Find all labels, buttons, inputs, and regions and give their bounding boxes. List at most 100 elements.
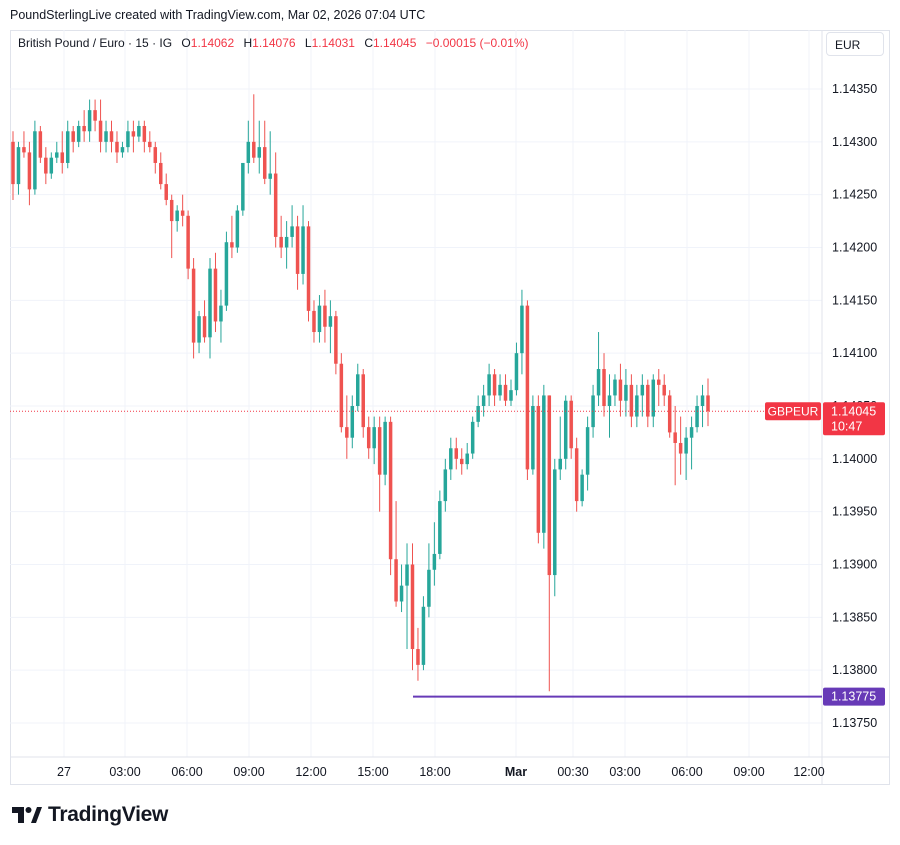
candle-body [635,395,639,417]
low-key: L [304,36,312,50]
candle-body [569,400,573,449]
candle-body [252,141,256,158]
candle-body [159,162,163,185]
candle-body [470,421,475,454]
candle-body [607,395,612,406]
candle-body [531,406,535,470]
candle-body [503,384,508,401]
candle-body [148,141,152,148]
candle-body [334,316,338,364]
last-price-tag [823,402,885,436]
candle-body [443,469,448,502]
candle-body [640,384,645,396]
candle-body [219,305,223,322]
candle-body [405,564,409,586]
candle-body [520,305,524,354]
time-tick-label: 09:00 [733,765,764,779]
candle-body [246,141,251,163]
candle-body [27,152,32,190]
currency-button[interactable]: EUR [826,32,884,56]
candle-body [596,369,601,396]
candle-body [689,427,694,438]
candle-body [563,400,568,459]
candle-body [350,406,355,438]
candle-body [295,226,300,274]
candle-body [120,147,125,153]
candle-body [629,384,634,417]
chart-credit: PoundSterlingLive created with TradingVi… [10,8,426,22]
price-tick-label: 1.13900 [832,558,877,572]
price-tick-label: 1.14200 [832,241,877,255]
candle-body [290,226,294,237]
candle-body [487,374,491,396]
candle-body [542,395,546,533]
candle-body [449,448,453,470]
candle-body [509,390,513,401]
candle-body [394,559,398,602]
candle-body [16,147,21,185]
candle-body [356,374,360,406]
price-tick-label: 1.14100 [832,346,877,360]
candle-body [427,569,431,607]
candle-body [175,210,179,222]
candle-body [662,384,666,396]
high-key: H [243,36,253,50]
candle-body [197,316,201,343]
last-price-label: 1.14045 [831,404,876,418]
candle-body [383,421,387,475]
candle-body [684,437,688,454]
candle-body [706,395,710,412]
candle-body [323,305,327,327]
candle-body [345,427,349,438]
time-tick-label: 06:00 [671,765,702,779]
low-value: 1.14031 [311,36,355,50]
candle-body [438,501,442,554]
symbol-tag [765,402,821,421]
candle-body [137,125,141,137]
candle-body [131,131,136,137]
ohlc-legend: British Pound / Euro · 15 · IG O1.14062 … [18,36,528,50]
candle-body [191,268,196,343]
candle-body [169,199,174,222]
time-tick-label: 03:00 [109,765,140,779]
close-value: 1.14045 [373,36,417,50]
candle-body [602,369,606,406]
time-tick-label: 27 [57,765,71,779]
candle-body [241,162,245,211]
countdown-label: 10:47 [831,419,862,433]
time-tick-label: 03:00 [609,765,640,779]
open-value: 1.14062 [190,36,235,50]
candle-body [678,442,683,454]
candle-body [558,458,562,470]
price-tick-label: 1.14150 [832,293,877,307]
candle-body [49,157,54,174]
candle-body [328,316,333,327]
candle-body [399,585,404,602]
candle-body [618,379,623,401]
price-tick-label: 1.14000 [832,452,877,466]
close-key: C [364,36,373,50]
candle-body [656,379,661,385]
candle-body [279,236,283,248]
candle-body [55,152,59,158]
candle-body [459,458,464,465]
price-tick-label: 1.14300 [832,135,877,149]
chart-frame [10,30,890,785]
candle-body [44,157,48,174]
time-tick-label: Mar [505,765,527,779]
candle-body [454,448,459,459]
candle-body [421,606,426,665]
time-tick-label: 12:00 [793,765,824,779]
level-tag [823,687,885,706]
candle-body [536,406,541,533]
candle-body [153,147,158,163]
candle-body [98,120,103,142]
price-tick-label: 1.13850 [832,610,877,624]
tradingview-logo[interactable]: TradingView [12,803,168,827]
candle-body [284,236,289,248]
candle-body [580,474,584,502]
candles [11,94,710,692]
time-tick-label: 00:30 [557,765,588,779]
